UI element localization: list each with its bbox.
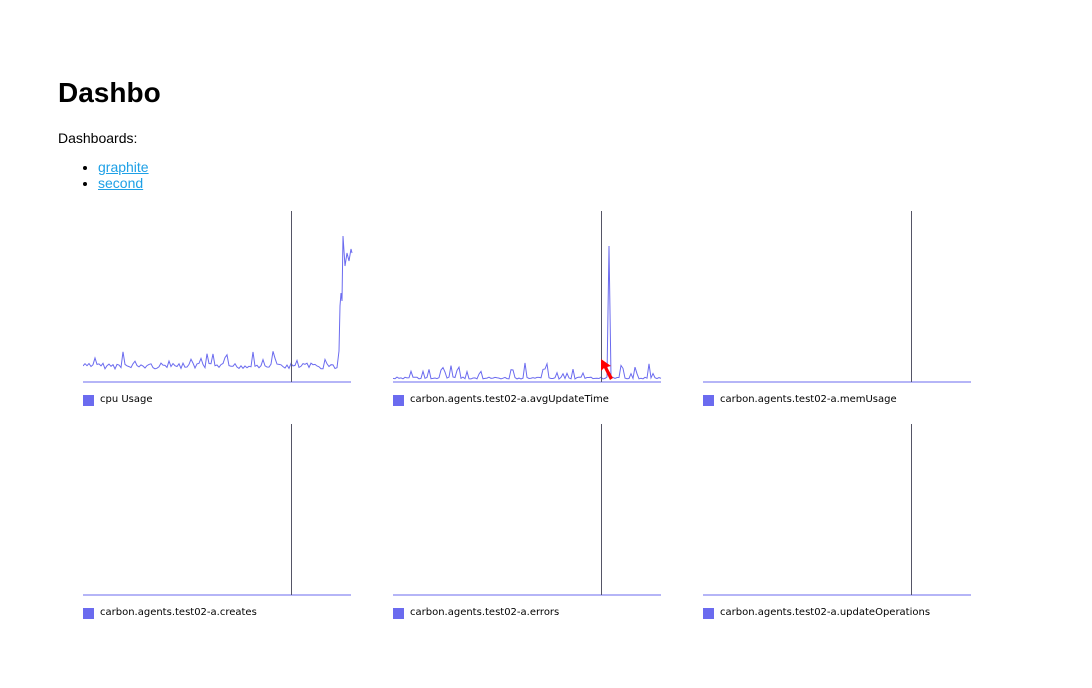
dashboard-link-graphite[interactable]: graphite xyxy=(98,159,149,175)
chart-legend: carbon.agents.test02-a.memUsage xyxy=(703,393,897,407)
chart-plot[interactable] xyxy=(703,211,973,383)
chart-plot[interactable] xyxy=(393,211,663,383)
legend-swatch xyxy=(83,394,94,406)
chart-legend: cpu Usage xyxy=(83,393,153,407)
legend-swatch xyxy=(83,607,94,619)
chart-legend: carbon.agents.test02-a.avgUpdateTime xyxy=(393,393,609,407)
dashboards-label: Dashboards: xyxy=(58,130,138,146)
legend-label: carbon.agents.test02-a.errors xyxy=(410,607,560,618)
mouse-pointer-icon xyxy=(601,359,613,380)
chart-update-operations[interactable]: carbon.agents.test02-a.updateOperations xyxy=(703,424,1003,624)
page-title: Dashbo xyxy=(58,77,161,108)
legend-label: carbon.agents.test02-a.memUsage xyxy=(720,394,897,405)
chart-mem-usage[interactable]: carbon.agents.test02-a.memUsage xyxy=(703,211,1003,411)
legend-label: carbon.agents.test02-a.avgUpdateTime xyxy=(410,394,609,405)
chart-plot[interactable] xyxy=(83,424,353,596)
dashboard-list: graphite second xyxy=(58,159,149,191)
chart-avg-update-time[interactable]: carbon.agents.test02-a.avgUpdateTime xyxy=(393,211,693,411)
series-line xyxy=(393,245,662,381)
chart-creates[interactable]: carbon.agents.test02-a.creates xyxy=(83,424,383,624)
legend-swatch xyxy=(703,394,714,406)
legend-swatch xyxy=(393,607,404,619)
chart-legend: carbon.agents.test02-a.updateOperations xyxy=(703,606,930,620)
chart-plot[interactable] xyxy=(703,424,973,596)
legend-swatch xyxy=(393,394,404,406)
legend-label: carbon.agents.test02-a.updateOperations xyxy=(720,607,931,618)
chart-legend: carbon.agents.test02-a.errors xyxy=(393,606,559,620)
chart-plot[interactable] xyxy=(83,211,353,383)
legend-swatch xyxy=(703,607,714,619)
chart-plot[interactable] xyxy=(393,424,663,596)
dashboard-list-item: graphite xyxy=(98,159,149,175)
legend-label: carbon.agents.test02-a.creates xyxy=(100,607,257,618)
dashboard-link-second[interactable]: second xyxy=(98,175,144,191)
chart-errors[interactable]: carbon.agents.test02-a.errors xyxy=(393,424,693,624)
dashboard-list-item: second xyxy=(98,175,149,191)
legend-label: cpu Usage xyxy=(100,394,153,405)
series-line xyxy=(83,235,353,371)
chart-cpu-usage[interactable]: cpu Usage xyxy=(83,211,383,411)
chart-legend: carbon.agents.test02-a.creates xyxy=(83,606,257,620)
